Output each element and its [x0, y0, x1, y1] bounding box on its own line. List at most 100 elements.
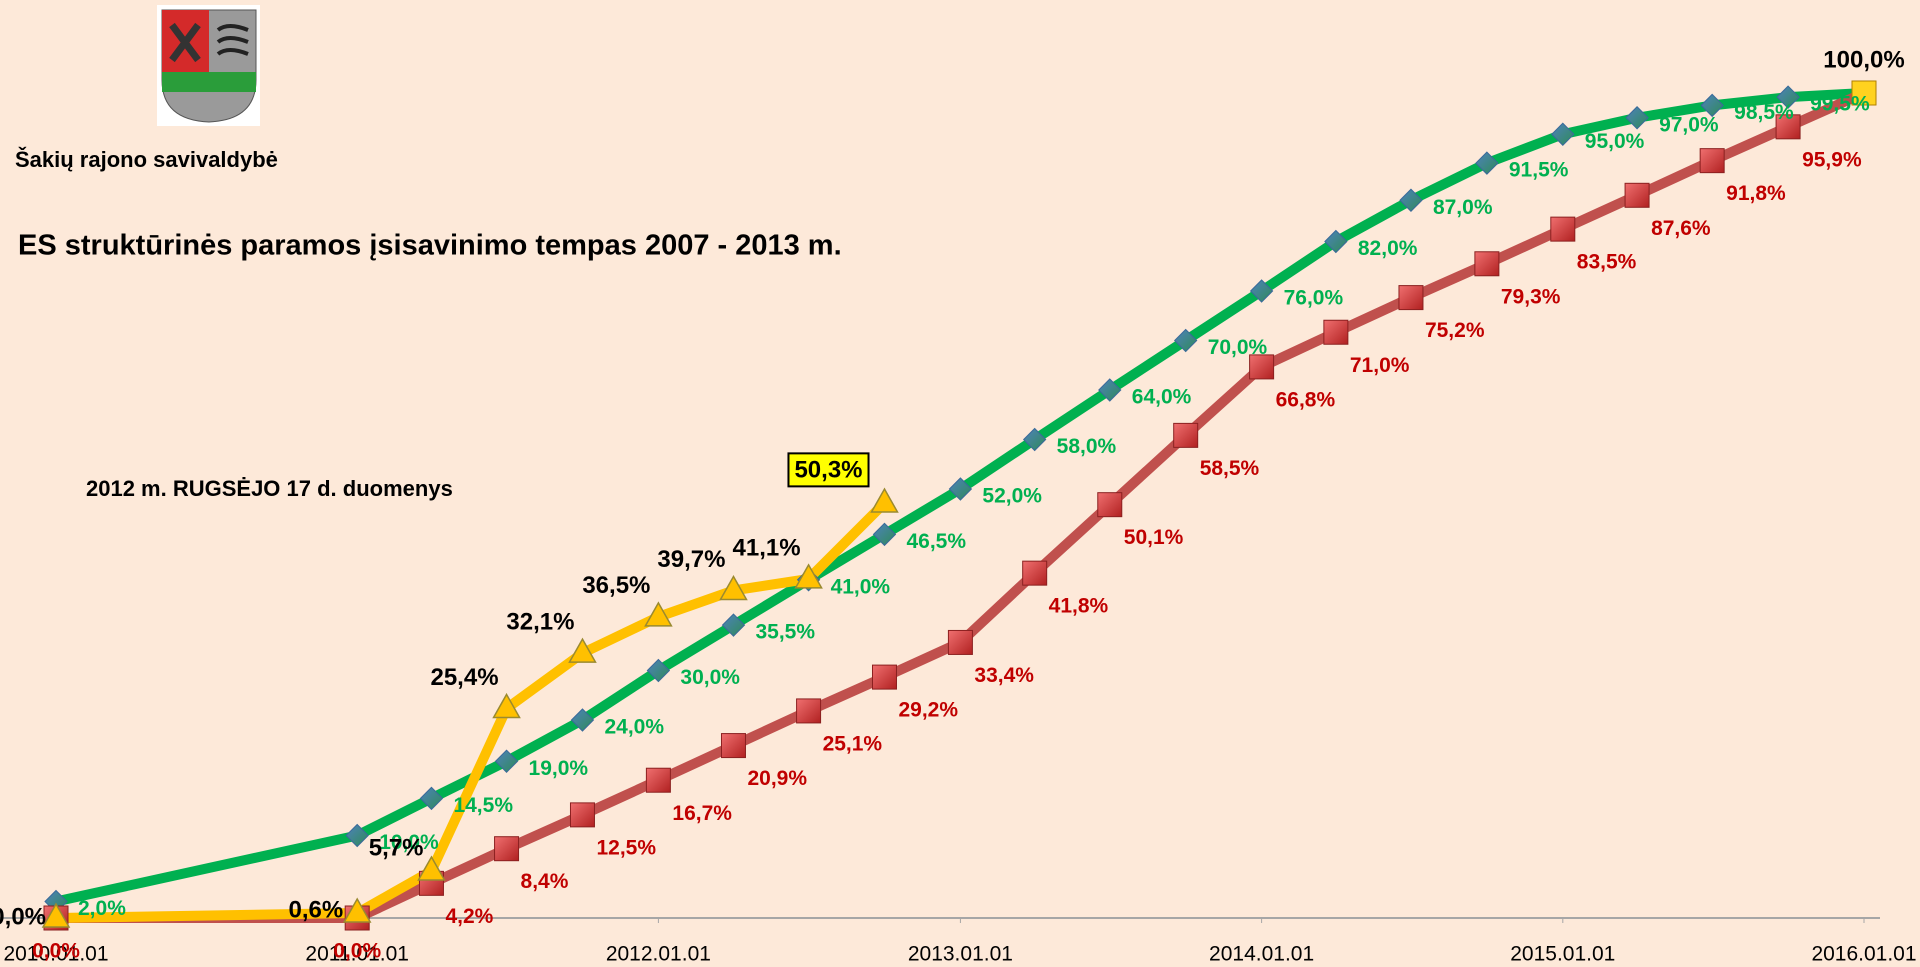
data-label: 82,0% — [1358, 237, 1418, 260]
data-label: 0,0% — [32, 940, 80, 963]
data-label: 5,7% — [369, 834, 424, 861]
data-label: 29,2% — [898, 699, 958, 722]
marker — [948, 477, 973, 501]
marker — [419, 786, 444, 811]
data-label: 30,0% — [680, 666, 740, 689]
data-label: 98,5% — [1734, 101, 1794, 124]
marker — [1775, 114, 1801, 140]
data-label: 87,6% — [1651, 217, 1711, 240]
data-label: 58,5% — [1200, 457, 1260, 480]
marker — [1551, 122, 1575, 146]
chart-subtitle: 2012 m. RUGSĖJO 17 d. duomenys — [86, 476, 453, 501]
marker — [646, 658, 671, 683]
data-label: 91,8% — [1726, 182, 1786, 205]
data-label: 64,0% — [1132, 386, 1192, 409]
data-label: 12,5% — [596, 836, 656, 859]
data-label: 20,9% — [747, 767, 807, 790]
marker — [1323, 319, 1349, 345]
marker — [720, 733, 746, 759]
marker — [494, 749, 519, 773]
data-label: 70,0% — [1208, 336, 1268, 359]
marker — [1173, 328, 1198, 353]
data-label: 97,0% — [1659, 113, 1719, 136]
marker — [872, 522, 897, 547]
data-label: 14,5% — [453, 794, 513, 817]
data-label: 0,6% — [288, 896, 343, 923]
marker — [569, 802, 595, 828]
marker — [1851, 80, 1877, 106]
data-label: 8,4% — [521, 870, 569, 893]
marker — [1700, 93, 1724, 118]
chart-title: ES struktūrinės paramos įsisavinimo temp… — [18, 230, 842, 262]
data-label: 50,1% — [1124, 526, 1184, 549]
plot-area: 2010.01.01 2011.01.01 2012.01.01 2013.01.01… — [0, 46, 1917, 966]
marker — [41, 902, 71, 928]
data-label: 100,0% — [1823, 46, 1904, 73]
data-label: 10,0% — [379, 831, 439, 854]
data-label: 19,0% — [529, 757, 589, 780]
marker — [871, 664, 897, 690]
x-tick-label: 2011.01.01 — [305, 943, 409, 966]
data-label: 4,2% — [445, 905, 493, 928]
marker — [1324, 229, 1348, 254]
data-label: 75,2% — [1425, 319, 1485, 342]
marker — [1398, 285, 1424, 311]
x-tick-label: 2015.01.01 — [1510, 943, 1615, 966]
data-label: 91,5% — [1509, 159, 1569, 182]
x-tick-label: 2016.01.01 — [1811, 943, 1916, 966]
marker — [1699, 148, 1725, 174]
marker — [568, 637, 597, 663]
lines — [56, 93, 1864, 918]
highlight-box — [787, 452, 870, 488]
marker — [1098, 378, 1122, 402]
markers — [41, 80, 1877, 931]
marker — [645, 767, 671, 793]
data-label: 41,0% — [831, 575, 891, 598]
marker — [342, 897, 372, 923]
x-tick-label: 2012.01.01 — [606, 943, 711, 966]
data-label: 87,0% — [1433, 196, 1493, 219]
marker — [719, 574, 748, 601]
marker — [644, 601, 673, 627]
x-tick-label: 2013.01.01 — [908, 943, 1013, 966]
data-label: 99,5% — [1810, 93, 1870, 116]
data-label: 46,5% — [906, 530, 966, 553]
marker — [870, 487, 899, 513]
marker — [947, 629, 973, 655]
marker — [1776, 85, 1800, 109]
marker — [1399, 188, 1423, 212]
marker — [1022, 560, 1048, 586]
data-label: 95,0% — [1585, 130, 1645, 153]
marker — [1550, 216, 1576, 242]
marker — [1474, 251, 1500, 277]
marker — [1249, 279, 1274, 303]
marker — [796, 698, 822, 724]
series-line — [56, 88, 1867, 923]
data-label: 16,7% — [672, 802, 732, 825]
data-label: 39,7% — [657, 546, 725, 573]
data-label: 58,0% — [1057, 435, 1117, 458]
data-label: 33,4% — [974, 664, 1034, 687]
data-label: 95,9% — [1802, 148, 1862, 171]
data-label: 25,1% — [823, 732, 883, 755]
marker — [1249, 354, 1275, 380]
marker — [492, 692, 521, 719]
marker — [1097, 492, 1123, 518]
marker — [417, 855, 446, 881]
data-label: 41,1% — [733, 534, 801, 561]
series-line — [54, 88, 1865, 907]
data-label: 41,8% — [1049, 595, 1109, 618]
data-label: 0,0% — [0, 903, 46, 930]
data-labels: 2,0% 10,0% 14,5% 19,0% 24,0% 30,0% 35,5% 41,0% 4… — [0, 46, 1905, 962]
data-label: 35,5% — [755, 621, 815, 644]
data-label: 32,1% — [506, 609, 574, 636]
marker — [1625, 106, 1649, 130]
marker — [1624, 182, 1650, 208]
data-label: 52,0% — [982, 485, 1042, 508]
marker — [1475, 151, 1499, 175]
data-label: 66,8% — [1276, 388, 1336, 411]
data-label: 83,5% — [1577, 251, 1637, 274]
marker — [1173, 422, 1199, 448]
logo — [157, 5, 260, 126]
data-label: 2,0% — [78, 897, 126, 920]
